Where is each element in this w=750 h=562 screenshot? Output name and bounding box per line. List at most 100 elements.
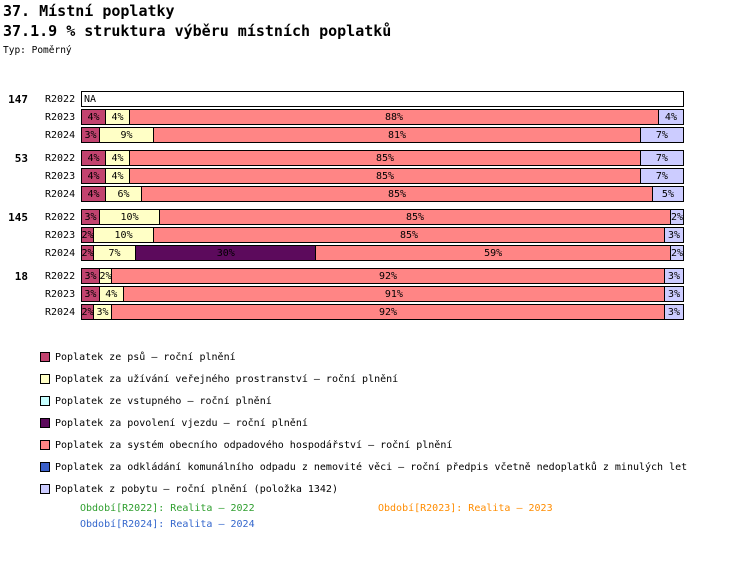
- segment-value-label: 3%: [667, 270, 680, 282]
- segment-value-label: 85%: [387, 188, 407, 200]
- bar-segment-odpad_system: 81%: [154, 128, 641, 142]
- legend-label: Poplatek z pobytu – roční plnění (položk…: [55, 483, 338, 495]
- bar-segment-pobyt: 7%: [640, 128, 683, 142]
- segment-value-label: 92%: [378, 270, 398, 282]
- legend-item-vstupne: Poplatek ze vstupného – roční plnění: [40, 390, 687, 412]
- legend-label: Poplatek za odkládání komunálního odpadu…: [55, 461, 688, 473]
- segment-value-label: 4%: [111, 111, 124, 123]
- segment-value-label: 9%: [120, 129, 133, 141]
- report-title: 37. Místní poplatky: [3, 2, 175, 20]
- segment-value-label: 2%: [81, 306, 94, 318]
- bar-segment-odpad_system: 92%: [112, 305, 665, 319]
- row-label: R2024: [45, 247, 76, 259]
- bar-segment-pobyt: 3%: [664, 228, 683, 242]
- stacked-bar: 3% 10% 85% 2%: [81, 209, 684, 225]
- bar-group-145: 145 R2022 3% 10% 85% 2% R2023 2% 10% 85% 3% R2024 2%…: [0, 209, 750, 261]
- bar-segment-odpad_system: 85%: [130, 151, 641, 165]
- bar-segment-psu: 3%: [82, 210, 101, 224]
- legend-label: Poplatek za povolení vjezdu – roční plně…: [55, 417, 308, 429]
- row-label: R2022: [45, 152, 76, 164]
- legend-item-odpad_nemovitost: Poplatek za odkládání komunálního odpadu…: [40, 456, 687, 478]
- legend-item-prostranstvi: Poplatek za užívání veřejného prostranst…: [40, 368, 687, 390]
- segment-value-label: 81%: [387, 129, 407, 141]
- bar-segment-prostranstvi: 10%: [100, 210, 161, 224]
- segment-value-label: 3%: [96, 306, 109, 318]
- stacked-bar: NA: [81, 91, 684, 107]
- segment-value-label: 85%: [375, 152, 395, 164]
- row-label: R2023: [45, 229, 76, 241]
- report-type: Typ: Poměrný: [3, 45, 72, 56]
- stacked-bar: 3% 4% 91% 3%: [81, 286, 684, 302]
- period-label-r2022: Období[R2022]: Realita – 2022: [80, 503, 255, 514]
- stacked-bar: 3% 9% 81% 7%: [81, 127, 684, 143]
- stacked-bar: 4% 4% 85% 7%: [81, 150, 684, 166]
- segment-value-label: 4%: [664, 111, 677, 123]
- bar-segment-prostranstvi: 9%: [100, 128, 155, 142]
- segment-value-label: 7%: [655, 152, 668, 164]
- bar-row: 18 R2022 3% 2% 92% 3%: [0, 268, 750, 284]
- legend-item-odpad_system: Poplatek za systém obecního odpadového h…: [40, 434, 687, 456]
- segment-value-label: 4%: [111, 152, 124, 164]
- bar-segment-pobyt: 5%: [652, 187, 683, 201]
- legend-swatch-prostranstvi: [40, 374, 50, 384]
- segment-value-label: 4%: [87, 170, 100, 182]
- bar-segment-odpad_system: 85%: [130, 169, 641, 183]
- bar-group-147: 147 R2022 NA R2023 4% 4% 88% 4% R2024 3% 9% 81% 7%: [0, 91, 750, 143]
- segment-value-label: 4%: [87, 188, 100, 200]
- bar-segment-psu: 2%: [81, 228, 95, 242]
- segment-value-label: 3%: [668, 288, 681, 300]
- legend-label: Poplatek za systém obecního odpadového h…: [55, 439, 453, 451]
- group-label: 147: [8, 92, 28, 106]
- bar-segment-psu: 4%: [82, 169, 107, 183]
- chart-legend: Poplatek ze psů – roční plnění Poplatek z…: [40, 346, 687, 500]
- bar-segment-pobyt: 2%: [671, 210, 683, 224]
- bar-row: R2024 2% 7% 30% 59% 2%: [0, 245, 750, 261]
- segment-value-label: 7%: [655, 129, 668, 141]
- row-label: R2023: [45, 170, 76, 182]
- row-label: R2022: [45, 270, 76, 282]
- legend-item-pobyt: Poplatek z pobytu – roční plnění (položk…: [40, 478, 687, 500]
- bar-group-18: 18 R2022 3% 2% 92% 3% R2023 3% 4% 91% 3% R2024 2% 3% 9…: [0, 268, 750, 320]
- segment-value-label: 3%: [667, 229, 680, 241]
- stacked-bar: 4% 4% 85% 7%: [81, 168, 684, 184]
- bar-segment-pobyt: 3%: [664, 269, 683, 283]
- bar-segment-prostranstvi: 3%: [94, 305, 113, 319]
- segment-value-label: 3%: [84, 129, 97, 141]
- segment-value-label: 10%: [120, 211, 139, 223]
- bar-row: R2024 2% 3% 92% 3%: [0, 304, 750, 320]
- segment-value-label: 3%: [667, 306, 680, 318]
- bar-segment-psu: 4%: [82, 110, 107, 124]
- bar-segment-psu: 2%: [81, 305, 95, 319]
- segment-value-label: 85%: [406, 211, 425, 223]
- row-label: R2023: [45, 111, 76, 123]
- row-label: R2024: [45, 306, 76, 318]
- bar-segment-pobyt: 3%: [665, 287, 683, 301]
- bar-row: 145 R2022 3% 10% 85% 2%: [0, 209, 750, 225]
- period-label-r2023: Období[R2023]: Realita – 2023: [378, 503, 553, 514]
- bar-segment-psu: 3%: [82, 128, 101, 142]
- legend-item-psu: Poplatek ze psů – roční plnění: [40, 346, 687, 368]
- stacked-bar: 4% 4% 88% 4%: [81, 109, 684, 125]
- legend-swatch-vstupne: [40, 396, 50, 406]
- segment-value-label: 4%: [105, 288, 118, 300]
- legend-item-vjezd: Poplatek za povolení vjezdu – roční plně…: [40, 412, 687, 434]
- segment-value-label: 2%: [670, 247, 683, 259]
- row-label: R2024: [45, 129, 76, 141]
- segment-value-label: 3%: [84, 288, 97, 300]
- segment-value-label: 7%: [655, 170, 668, 182]
- legend-label: Poplatek ze vstupného – roční plnění: [55, 395, 272, 407]
- bar-segment-prostranstvi: 4%: [99, 287, 124, 301]
- segment-value-label: 3%: [84, 211, 97, 223]
- segment-value-label: 3%: [84, 270, 97, 282]
- bar-segment-odpad_system: 85%: [142, 187, 653, 201]
- bar-row: R2024 4% 6% 85% 5%: [0, 186, 750, 202]
- row-label: R2022: [45, 93, 76, 105]
- segment-value-label: 85%: [375, 170, 395, 182]
- bar-segment-pobyt: 3%: [664, 305, 683, 319]
- stacked-bar: 2% 3% 92% 3%: [81, 304, 684, 320]
- segment-value-label: 2%: [99, 270, 112, 282]
- bar-row: R2023 2% 10% 85% 3%: [0, 227, 750, 243]
- bar-segment-prostranstvi: 6%: [106, 187, 143, 201]
- segment-value-label: 92%: [378, 306, 398, 318]
- bar-row: 147 R2022 NA: [0, 91, 750, 107]
